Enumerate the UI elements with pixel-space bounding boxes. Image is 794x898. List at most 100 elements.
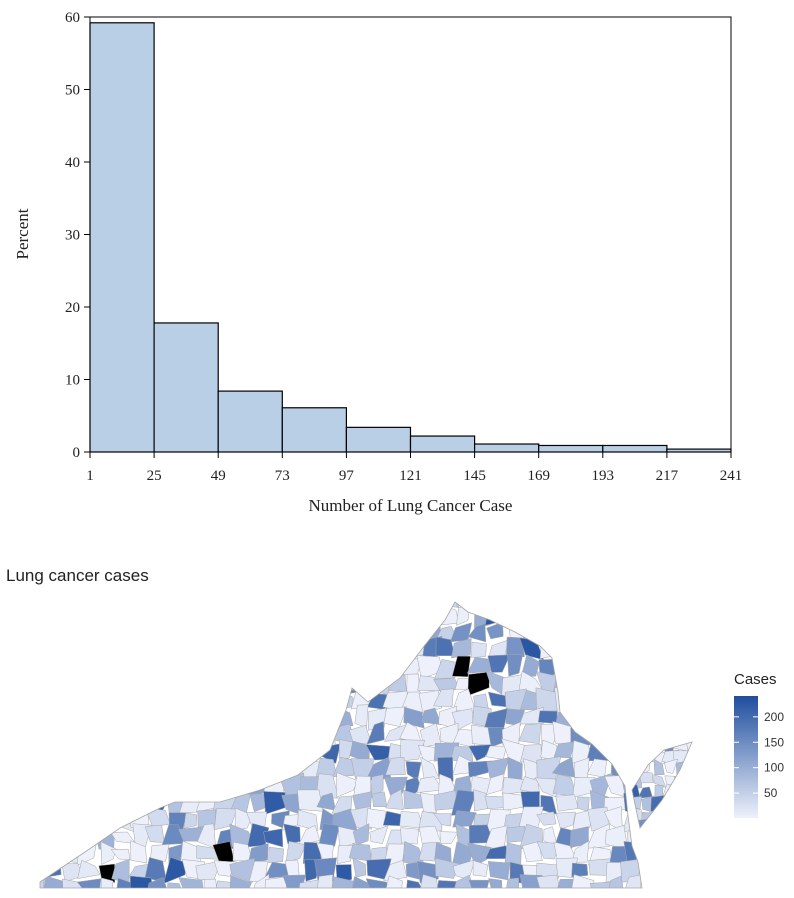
map-region xyxy=(213,671,239,696)
x-tick-label: 25 xyxy=(147,468,162,484)
map-region xyxy=(236,743,254,761)
map-region xyxy=(145,674,171,690)
map-region xyxy=(484,608,511,626)
map-region xyxy=(555,811,576,830)
map-region xyxy=(540,621,560,644)
map-region xyxy=(76,706,102,728)
map-region xyxy=(44,602,67,609)
map-region xyxy=(587,670,614,693)
map-region xyxy=(94,723,120,746)
map-region xyxy=(332,602,358,612)
map-region xyxy=(40,825,49,844)
map-region xyxy=(283,756,302,778)
map-region xyxy=(197,653,221,678)
map-region xyxy=(384,776,408,796)
map-region xyxy=(163,755,185,779)
map-region xyxy=(229,756,253,782)
map-region xyxy=(302,608,322,628)
map-region xyxy=(246,722,271,741)
map-region xyxy=(246,670,272,694)
map-region xyxy=(587,638,609,662)
map-region xyxy=(648,819,664,828)
map-region xyxy=(265,602,289,604)
map-region xyxy=(354,704,369,729)
map-region xyxy=(110,653,135,680)
map-region xyxy=(518,723,542,745)
map-region xyxy=(116,602,132,610)
map-region xyxy=(128,690,148,711)
map-region xyxy=(297,602,318,611)
map-region xyxy=(268,846,284,863)
map-region xyxy=(49,706,63,728)
map-region xyxy=(196,688,216,711)
map-region xyxy=(97,773,120,797)
map-region xyxy=(572,620,596,639)
map-region xyxy=(281,740,303,765)
map-region xyxy=(77,859,101,879)
map-region xyxy=(451,655,471,678)
map-region xyxy=(100,707,120,731)
map-region xyxy=(265,740,290,764)
map-region xyxy=(555,658,579,680)
map-regions xyxy=(40,602,663,888)
map-region xyxy=(80,637,101,663)
map-region xyxy=(62,878,85,888)
map-region xyxy=(371,638,387,662)
color-legend: 50 100 150 200 xyxy=(734,696,784,818)
map-region xyxy=(439,831,459,844)
map-region xyxy=(61,744,78,764)
map-region xyxy=(609,710,630,727)
map-region xyxy=(130,840,148,864)
map-region xyxy=(332,757,357,778)
map-region xyxy=(248,843,269,864)
map-region xyxy=(94,738,120,762)
map-region xyxy=(61,673,85,693)
map-region xyxy=(40,602,47,611)
map-region xyxy=(689,809,692,822)
map-region xyxy=(40,653,48,678)
map-region xyxy=(684,742,692,753)
map-region xyxy=(113,756,131,781)
map-region xyxy=(626,688,642,709)
map-region xyxy=(623,721,641,747)
map-region xyxy=(248,619,270,644)
map-region xyxy=(385,789,404,810)
map-region xyxy=(606,602,629,605)
map-region xyxy=(263,623,290,646)
map-region xyxy=(184,623,205,644)
map-region xyxy=(315,874,333,888)
map-region xyxy=(112,739,132,764)
legend-tick-label: 50 xyxy=(764,786,778,800)
map-region xyxy=(47,604,66,624)
map-region xyxy=(403,789,426,810)
map-title: Lung cancer cases xyxy=(6,566,149,585)
map-region xyxy=(229,602,249,603)
y-tick-label: 60 xyxy=(65,10,80,26)
map-region xyxy=(247,639,270,660)
map-region xyxy=(40,693,50,713)
map-region xyxy=(555,626,573,646)
map-region xyxy=(297,809,319,831)
y-tick-label: 30 xyxy=(65,228,80,244)
map-region xyxy=(645,722,663,743)
map-region xyxy=(370,774,384,799)
map-region xyxy=(684,772,692,787)
map-region xyxy=(93,602,114,612)
map-region xyxy=(264,658,287,677)
map-region xyxy=(144,775,171,797)
map-region xyxy=(40,741,50,764)
map-region xyxy=(131,602,152,609)
map-region xyxy=(287,673,305,697)
map-region xyxy=(212,729,234,742)
map-region xyxy=(129,722,150,746)
histogram-bar xyxy=(602,444,668,453)
map-region xyxy=(539,639,556,660)
map-region xyxy=(586,758,607,778)
map-region xyxy=(179,637,203,662)
map-region xyxy=(385,621,408,646)
map-region xyxy=(178,757,202,782)
map-region xyxy=(586,654,611,676)
map-region xyxy=(196,704,221,731)
map-region xyxy=(608,656,625,675)
map-region xyxy=(100,841,117,865)
